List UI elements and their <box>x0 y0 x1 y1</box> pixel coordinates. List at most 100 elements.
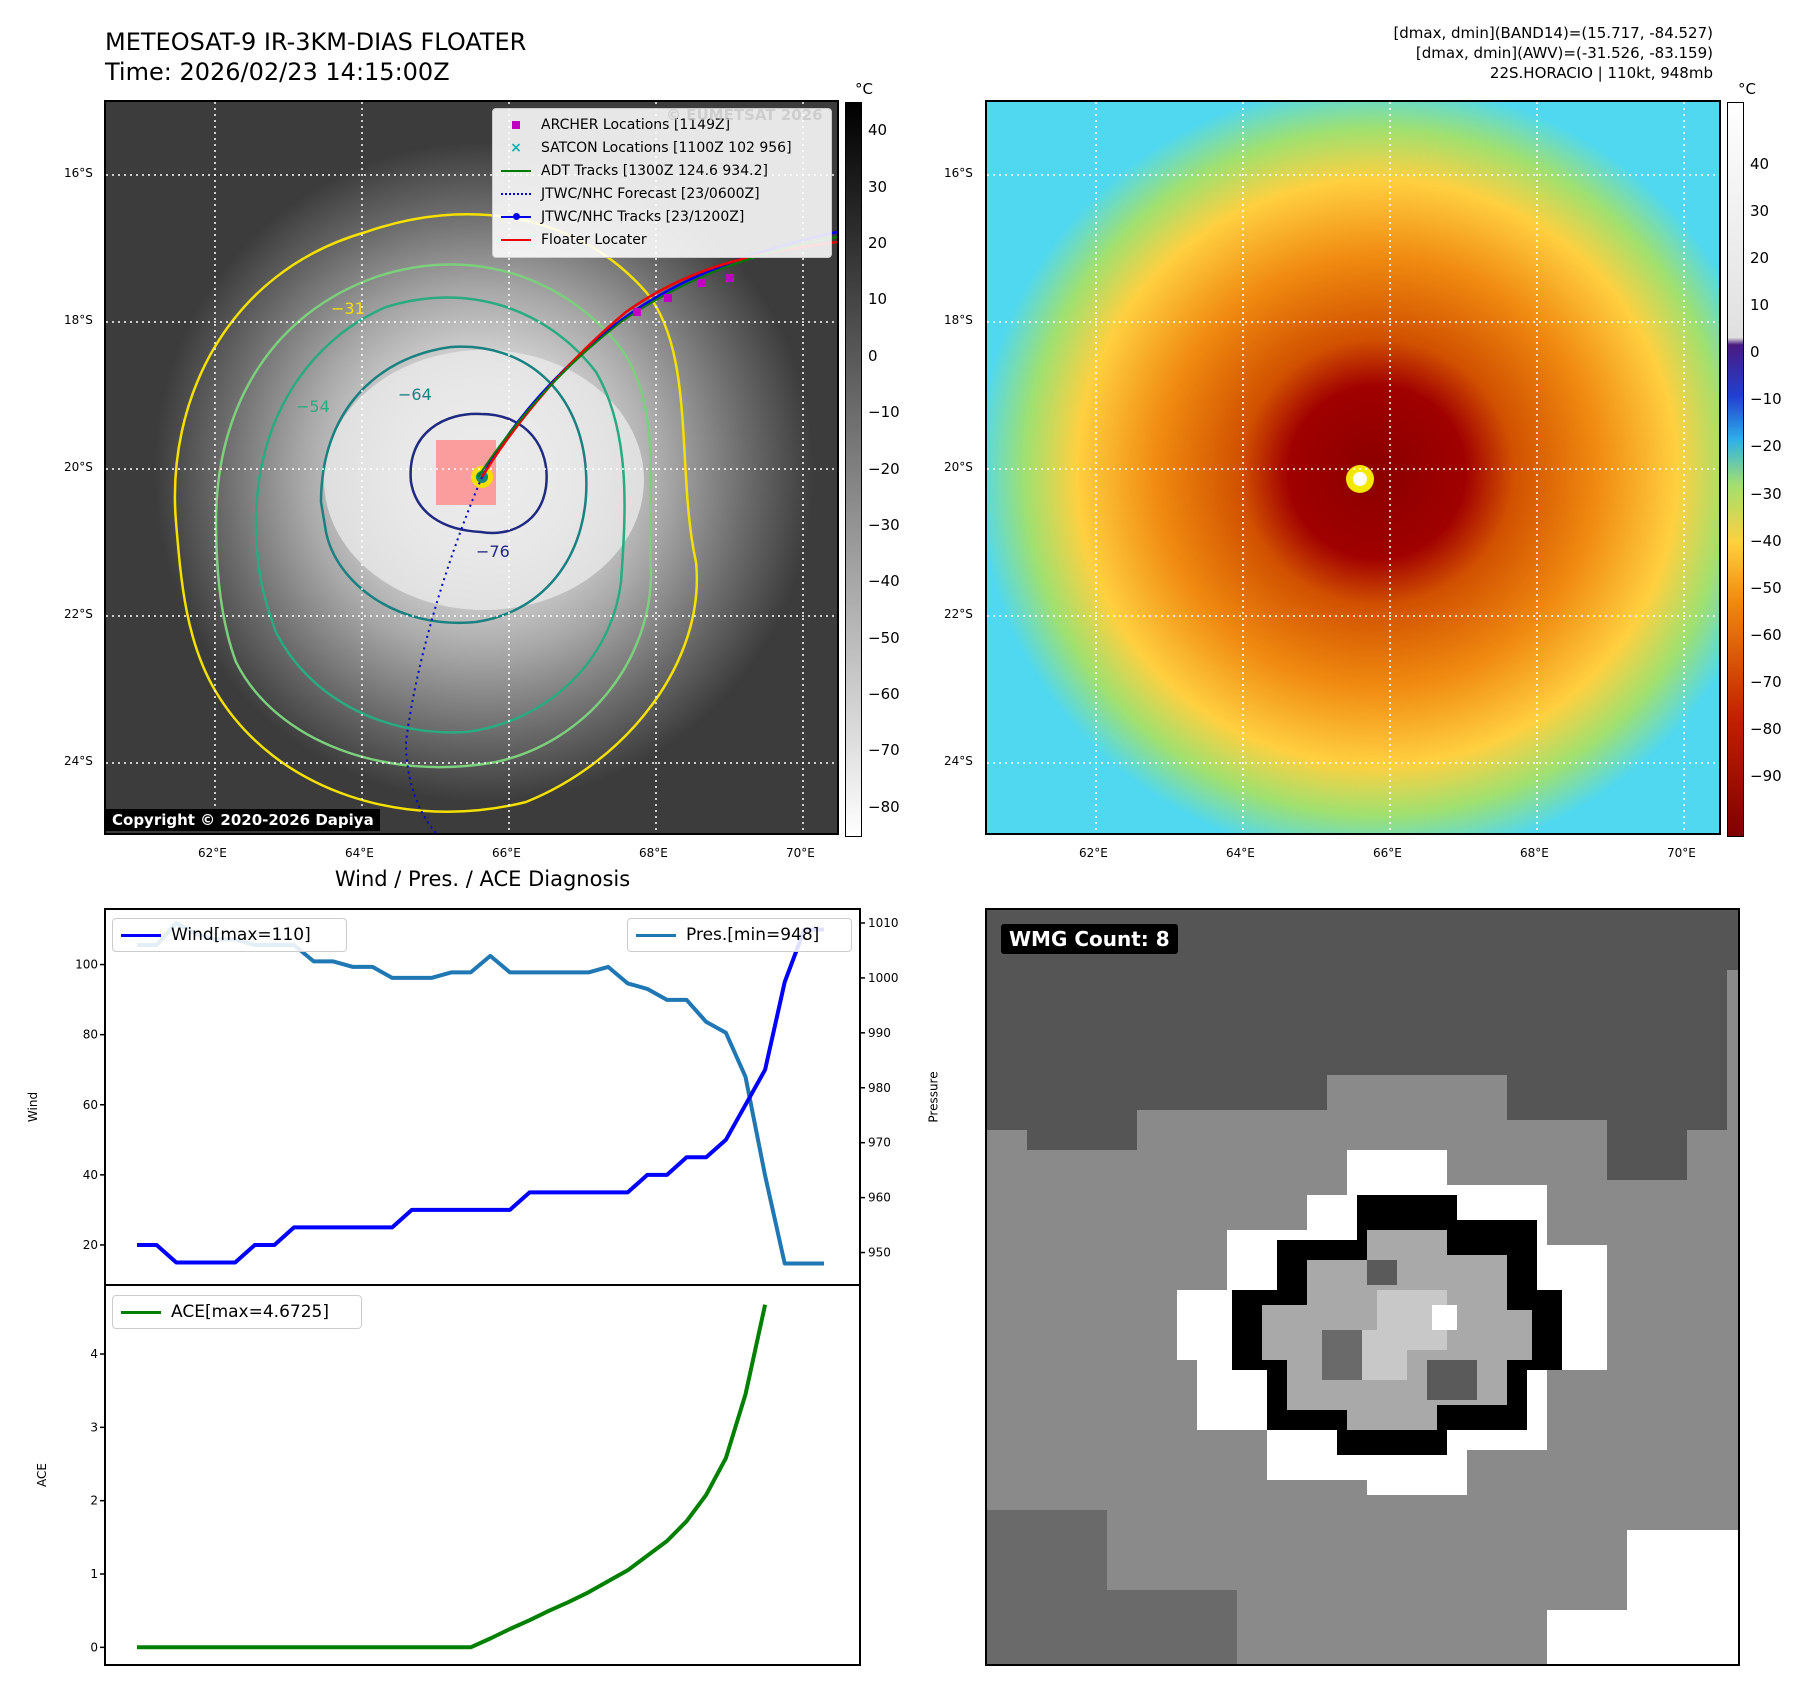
square-marker-icon <box>501 118 531 132</box>
ace-tick-label: 2 <box>90 1494 98 1508</box>
right-colorbar-ticks: 40 30 20 10 0 −10 −20 −30 −40 −50 −60 −70 −80 −90 <box>1750 0 1795 1690</box>
legend-label: Pres.[min=948] <box>686 925 820 945</box>
wind-tick-label: 80 <box>83 1028 98 1042</box>
pressure-tick-label: 970 <box>868 1136 891 1150</box>
wind-tick-label: 100 <box>75 958 98 972</box>
colorbar-tick-label: 20 <box>1750 248 1770 267</box>
meta-line-2: [dmax, dmin](AWV)=(-31.526, -83.159) <box>1415 44 1713 62</box>
left-colorbar <box>845 102 862 837</box>
colorbar-tick-label: −60 <box>1750 626 1782 644</box>
colorbar-tick-label: −50 <box>868 628 900 647</box>
pressure-tick-label: 960 <box>868 1191 891 1205</box>
lon-label: 70°E <box>1667 846 1696 860</box>
pressure-axis-label: Pressure <box>926 1071 941 1123</box>
wmg-image <box>987 910 1738 1664</box>
colorbar-tick-label: −20 <box>1750 437 1782 456</box>
contour-label: −31 <box>331 299 365 318</box>
legend-label: SATCON Locations [1100Z 102 956] <box>541 139 792 156</box>
left-colorbar-unit: °C <box>855 80 873 98</box>
contour-label: −76 <box>476 542 510 561</box>
lat-label: 24°S <box>944 754 973 768</box>
line-marker-icon <box>501 233 531 247</box>
legend-item-tracks: JTWC/NHC Tracks [23/1200Z] <box>501 205 823 228</box>
colorbar-tick-label: −90 <box>1750 767 1782 786</box>
lon-label: 64°E <box>345 846 374 860</box>
lat-label: 22°S <box>944 607 973 621</box>
legend-item-floater: Floater Locater <box>501 228 823 251</box>
ace-axis-label: ACE <box>34 1463 49 1487</box>
chart-title: METEOSAT-9 IR-3KM-DIAS FLOATER <box>105 28 527 56</box>
meta-line-3: 22S.HORACIO | 110kt, 948mb <box>1489 64 1713 82</box>
colorbar-tick-label: −50 <box>1750 578 1782 597</box>
ace-series-line <box>137 1304 768 1650</box>
wmg-panel: WMG Count: 8 <box>985 908 1740 1666</box>
colorbar-tick-label: 10 <box>868 290 888 309</box>
pressure-tick-label: 990 <box>868 1026 891 1040</box>
colorbar-tick-label: 0 <box>868 346 878 365</box>
lat-label: 20°S <box>944 460 973 474</box>
legend-item-forecast: JTWC/NHC Forecast [23/0600Z] <box>501 182 823 205</box>
legend-item-archer: ARCHER Locations [1149Z] <box>501 113 823 136</box>
panel-divider <box>106 1284 859 1286</box>
pressure-tick-label: 980 <box>868 1081 891 1095</box>
lat-label: 24°S <box>64 754 93 768</box>
lat-label: 16°S <box>64 166 93 180</box>
colorbar-tick-label: 40 <box>868 121 888 140</box>
line-marker-icon <box>636 928 676 942</box>
legend-label: JTWC/NHC Tracks [23/1200Z] <box>541 208 745 225</box>
chart-time: Time: 2026/02/23 14:15:00Z <box>105 58 450 86</box>
lon-label: 68°E <box>1520 846 1549 860</box>
lon-label: 66°E <box>1373 846 1402 860</box>
legend-label: Floater Locater <box>541 231 647 248</box>
map-legend: ARCHER Locations [1149Z] × SATCON Locati… <box>492 108 832 258</box>
diagnosis-panel <box>104 908 861 1666</box>
lat-label: 20°S <box>64 460 93 474</box>
wind-axis-label: Wind <box>26 1091 41 1123</box>
meta-line-1: [dmax, dmin](BAND14)=(15.717, -84.527) <box>1393 24 1713 42</box>
pressure-legend: Pres.[min=948] <box>627 918 852 952</box>
colorbar-tick-label: −70 <box>1750 673 1782 692</box>
lat-label: 18°S <box>944 313 973 327</box>
lon-label: 62°E <box>1079 846 1108 860</box>
colorbar-tick-label: 10 <box>1750 296 1770 314</box>
lon-label: 64°E <box>1226 846 1255 860</box>
colorbar-tick-label: −80 <box>868 797 900 816</box>
contour-label: −54 <box>296 397 330 416</box>
wind-series-line <box>137 927 824 1265</box>
left-colorbar-ticks: 40 30 20 10 0 −10 −20 −30 −40 −50 −60 −70 −80 <box>868 0 928 1690</box>
lon-label: 66°E <box>492 846 521 860</box>
watermark: © EUMETSAT 2026 <box>666 106 823 124</box>
colorbar-tick-label: −60 <box>868 685 900 704</box>
wmg-count-badge: WMG Count: 8 <box>1001 924 1178 954</box>
colorbar-tick-label: 20 <box>868 233 888 252</box>
legend-label: ARCHER Locations [1149Z] <box>541 116 731 133</box>
legend-label: Wind[max=110] <box>171 925 311 945</box>
right-colorbar-unit: °C <box>1738 80 1756 98</box>
colorbar-tick-label: −10 <box>1750 390 1782 409</box>
x-marker-icon: × <box>510 139 522 156</box>
line-marker-icon <box>121 928 161 942</box>
legend-label: ADT Tracks [1300Z 124.6 934.2] <box>541 162 768 179</box>
lat-label: 22°S <box>64 607 93 621</box>
colorbar-tick-label: 30 <box>868 177 888 196</box>
legend-label: ACE[max=4.6725] <box>171 1302 329 1322</box>
pressure-tick-label: 1000 <box>868 971 899 985</box>
contour-label: −64 <box>398 385 432 404</box>
ace-legend: ACE[max=4.6725] <box>112 1295 362 1329</box>
colorbar-tick-label: −10 <box>868 403 900 422</box>
colorbar-tick-label: 40 <box>1750 154 1770 173</box>
pressure-tick-label: 1010 <box>868 916 899 930</box>
colorbar-tick-label: 0 <box>1750 343 1760 362</box>
line-marker-icon <box>501 164 531 178</box>
wind-legend: Wind[max=110] <box>112 918 347 952</box>
line-marker-icon <box>121 1305 161 1319</box>
ace-tick-label: 1 <box>90 1567 98 1581</box>
lon-label: 70°E <box>786 846 815 860</box>
lon-label: 68°E <box>639 846 668 860</box>
ace-tick-label: 3 <box>90 1420 98 1434</box>
colorbar-tick-label: −40 <box>1750 531 1782 550</box>
colorbar-tick-label: −70 <box>868 741 900 760</box>
line-dot-marker-icon <box>501 210 531 224</box>
wind-tick-label: 20 <box>83 1238 98 1252</box>
diagnosis-title: Wind / Pres. / ACE Diagnosis <box>334 867 631 891</box>
